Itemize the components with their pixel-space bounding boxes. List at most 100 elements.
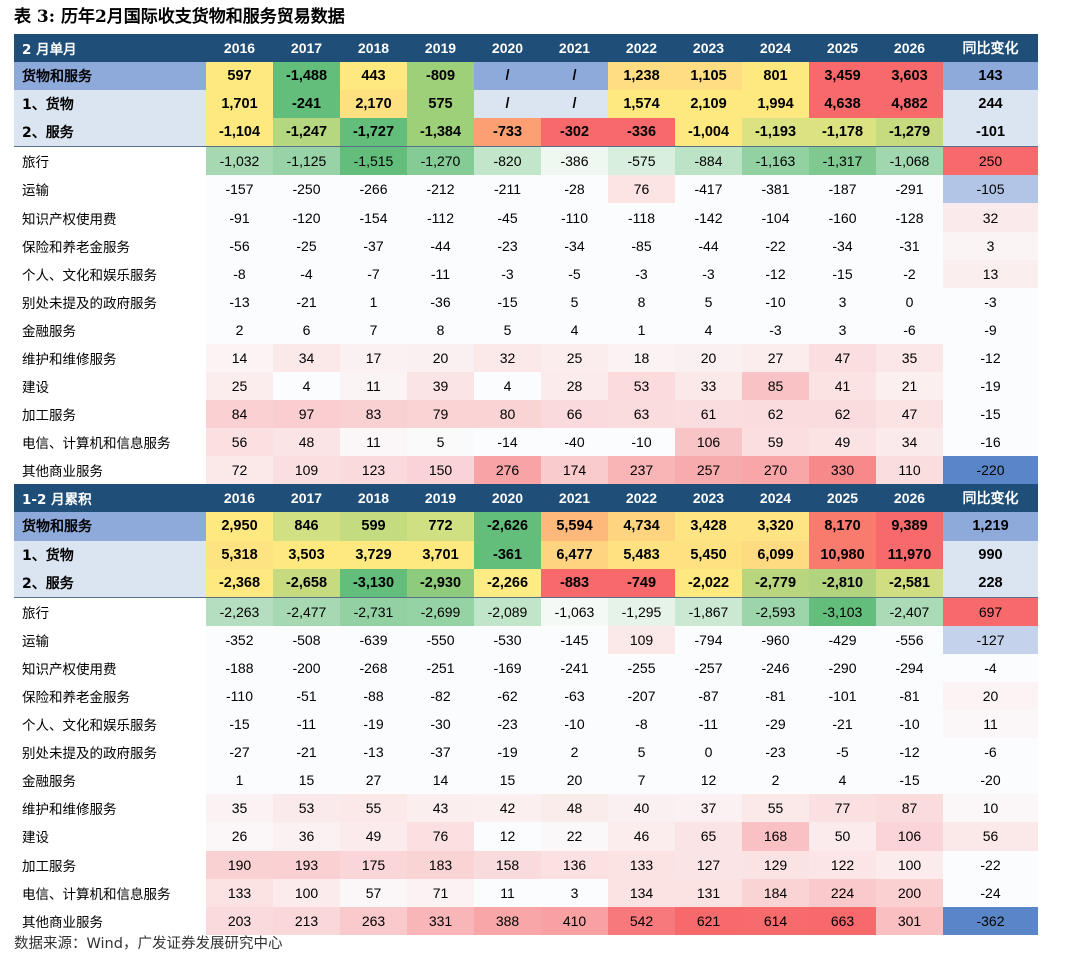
table-row: 1、货物 5,318 3,503 3,729 3,701 -361 6,477 5,483 5,… [14, 540, 1038, 569]
value-cell: 9,389 [876, 512, 943, 541]
value-cell: 46 [608, 822, 675, 851]
value-cell: 11 [474, 878, 541, 907]
value-cell: -1,867 [675, 597, 742, 626]
value-cell: -44 [675, 231, 742, 260]
value-cell: / [474, 90, 541, 119]
value-cell: -145 [541, 625, 608, 654]
value-cell: -22 [742, 231, 809, 260]
value-cell: 443 [340, 62, 407, 91]
value-cell: 100 [273, 878, 340, 907]
year-header-cell: 2019 [407, 34, 474, 62]
value-cell: -575 [608, 146, 675, 176]
value-cell: -257 [675, 653, 742, 682]
table-row: 金融服务 2 6 7 8 5 4 1 4 -3 3 -6 -9 [14, 315, 1038, 344]
value-cell: -15 [809, 259, 876, 288]
year-header-cell: 2021 [541, 34, 608, 62]
value-cell: 50 [809, 822, 876, 851]
value-cell: -2,930 [407, 568, 474, 598]
table-row: 货物和服务 597 -1,488 443 -809//1,238 1,105 801 3,45… [14, 62, 1038, 91]
value-cell: -51 [273, 681, 340, 711]
value-cell: -10 [608, 428, 675, 457]
value-cell: 1,701 [206, 90, 273, 119]
value-cell: -246 [742, 653, 809, 682]
row-label: 旅行 [22, 155, 49, 172]
value-cell: 12 [675, 766, 742, 795]
value-cell: 2,170 [340, 90, 407, 119]
value-cell: -1,247 [273, 118, 340, 148]
value-cell: -11 [675, 710, 742, 739]
year-header-cell: 2018 [340, 484, 407, 513]
value-cell: -62 [474, 681, 541, 711]
value-cell: -3 [742, 315, 809, 344]
value-cell: -2,022 [675, 568, 742, 598]
section-header-label: 1-2 月累积 [14, 484, 206, 513]
value-cell: -1,068 [876, 146, 943, 176]
table-body: 2 月单月 2016 2017 2018 2019 2020 2021 2022 2023 202… [14, 34, 1038, 935]
value-cell: 53 [273, 794, 340, 823]
table-row: 个人、文化和娱乐服务 -8 -4 -7 -11 -3 -5 -3 -3 -12 -15 -2 13 [14, 259, 1038, 288]
value-cell: 4,882 [876, 90, 943, 119]
change-cell: -9 [943, 315, 1038, 344]
year-header-cell: 2016 [206, 34, 273, 62]
year-header-cell: 2016 [206, 484, 273, 513]
value-cell: -294 [876, 653, 943, 682]
value-cell: 542 [608, 906, 675, 935]
value-cell: 61 [675, 400, 742, 429]
value-cell: 1,105 [675, 62, 742, 91]
value-cell: -960 [742, 625, 809, 654]
value-cell: -29 [742, 710, 809, 739]
value-cell: -37 [340, 231, 407, 260]
row-label: 个人、文化和娱乐服务 [22, 718, 157, 735]
value-cell: -733 [474, 118, 541, 148]
value-cell: 131 [675, 878, 742, 907]
value-cell: 3 [541, 878, 608, 907]
value-cell: -187 [809, 175, 876, 204]
year-header-cell: 2025 [809, 34, 876, 62]
value-cell: 25 [206, 372, 273, 401]
value-cell: 15 [273, 766, 340, 795]
value-cell: 122 [809, 850, 876, 879]
value-cell: -188 [206, 653, 273, 682]
change-cell: -22 [943, 850, 1038, 879]
value-cell: -160 [809, 203, 876, 232]
value-cell: -12 [742, 259, 809, 288]
value-cell: 17 [340, 343, 407, 373]
change-cell: -6 [943, 738, 1038, 767]
change-cell: -220 [943, 456, 1038, 485]
value-cell: 5 [407, 428, 474, 457]
value-cell: -5 [541, 259, 608, 288]
row-label: 货物和服务 [14, 62, 206, 91]
value-cell: 97 [273, 400, 340, 429]
value-cell: -19 [474, 738, 541, 767]
value-cell: 47 [876, 400, 943, 429]
value-cell: -820 [474, 146, 541, 176]
value-cell: 77 [809, 794, 876, 823]
value-cell: 80 [474, 400, 541, 429]
value-cell: -25 [273, 231, 340, 260]
trade-data-table: 2 月单月 2016 2017 2018 2019 2020 2021 2022 2023 202… [14, 34, 1038, 935]
value-cell: -1,004 [675, 118, 742, 148]
value-cell: 55 [340, 794, 407, 823]
value-cell: -1,515 [340, 146, 407, 176]
value-cell: 79 [407, 400, 474, 429]
value-cell: -3 [474, 259, 541, 288]
value-cell: 83 [340, 400, 407, 429]
value-cell: -381 [742, 175, 809, 204]
table-row: 货物和服务 2,950 846 599 772 -2,626 5,594 4,734 3,428… [14, 512, 1038, 541]
value-cell: 3,459 [809, 62, 876, 91]
value-cell: 47 [809, 343, 876, 373]
year-header-cell: 2022 [608, 34, 675, 62]
value-cell: -21 [809, 710, 876, 739]
value-cell: 5 [608, 738, 675, 767]
value-cell: 15 [474, 766, 541, 795]
value-cell: -250 [273, 175, 340, 204]
value-cell: -361 [474, 540, 541, 569]
value-cell: -1,125 [273, 146, 340, 176]
value-cell: 40 [608, 794, 675, 823]
value-cell: 575 [407, 90, 474, 119]
value-cell: 846 [273, 512, 340, 541]
table-caption: 历年2月国际收支货物和服务贸易数据 [60, 7, 345, 27]
value-cell: -56 [206, 231, 273, 260]
value-cell: -21 [273, 287, 340, 316]
value-cell: 772 [407, 512, 474, 541]
